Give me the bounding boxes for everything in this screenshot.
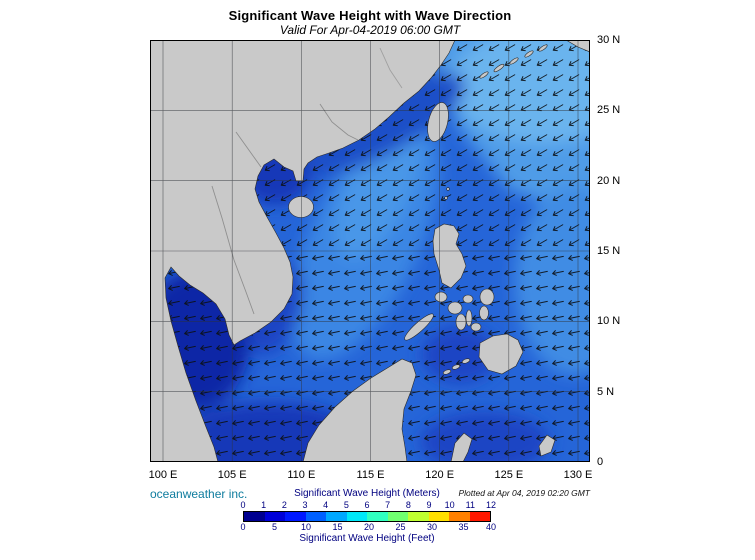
colorbar xyxy=(243,511,491,522)
colorbar-segment xyxy=(244,512,265,521)
oceanweather-credit: oceanweather inc. xyxy=(150,487,248,501)
land-layer xyxy=(150,40,590,462)
island-panay xyxy=(447,301,463,315)
colorbar-segment xyxy=(449,512,470,521)
lat-tick-label: 30 N xyxy=(597,34,621,46)
longitude-axis: 100 E 105 E 110 E 115 E 120 E 125 E 130 E xyxy=(148,469,593,482)
meters-tick: 1 xyxy=(261,500,267,510)
meters-tick: 0 xyxy=(240,500,246,510)
colorbar-segment xyxy=(469,512,490,521)
land-sulawesi xyxy=(450,432,473,462)
feet-tick: 40 xyxy=(485,522,497,532)
interior-line xyxy=(379,47,403,89)
land-halmahera xyxy=(538,434,556,457)
meters-tick: 7 xyxy=(385,500,391,510)
meters-tick: 2 xyxy=(281,500,287,510)
graticule-grid xyxy=(150,40,590,462)
legend-feet-label: Significant Wave Height (Feet) xyxy=(299,533,435,544)
sulu-island-1 xyxy=(461,358,471,364)
map-svg xyxy=(150,40,590,462)
ryukyu-island-3 xyxy=(509,57,519,65)
island-samar xyxy=(479,288,495,306)
land-borneo xyxy=(302,358,417,462)
sulu-island-3 xyxy=(442,369,452,375)
island-bohol xyxy=(470,322,482,332)
rivers-layer xyxy=(211,47,403,315)
meters-tick: 12 xyxy=(485,500,497,510)
lon-tick-label: 130 E xyxy=(563,469,593,481)
map-canvas xyxy=(150,40,590,462)
feet-tick: 5 xyxy=(271,522,277,532)
meters-tick: 10 xyxy=(444,500,455,510)
island-negros xyxy=(455,313,467,331)
batanes-island-1 xyxy=(444,196,448,200)
mekong-river xyxy=(211,185,255,315)
lon-tick-label: 115 E xyxy=(356,469,385,481)
lon-tick-label: 105 E xyxy=(217,469,247,481)
colorbar-segment xyxy=(285,512,306,521)
colorbar-segment xyxy=(387,512,408,521)
red-river xyxy=(235,131,262,168)
legend-meters-ticks: 0 1 2 3 4 5 6 7 8 9 10 11 12 xyxy=(240,500,496,511)
lat-tick-label: 20 N xyxy=(597,174,621,187)
feet-tick: 35 xyxy=(458,522,469,532)
batanes-island-2 xyxy=(446,187,450,191)
meters-tick: 4 xyxy=(323,500,329,510)
colorbar-segment xyxy=(305,512,326,521)
island-cebu xyxy=(465,309,473,327)
feet-tick: 15 xyxy=(332,522,343,532)
meters-tick: 9 xyxy=(426,500,432,510)
lat-tick-label: 10 N xyxy=(597,315,621,328)
page-subtitle: Valid For Apr-04-2019 06:00 GMT xyxy=(279,23,461,37)
ryukyu-island-2 xyxy=(493,63,505,73)
colorbar-segment xyxy=(408,512,429,521)
colorbar-segment xyxy=(346,512,367,521)
sulu-island-2 xyxy=(451,364,461,370)
ryukyu-island-4 xyxy=(524,50,534,58)
land-china-indochina xyxy=(150,40,456,462)
feet-tick: 10 xyxy=(300,522,311,532)
lat-tick-label: 15 N xyxy=(597,245,621,257)
ryukyu-island-5 xyxy=(538,44,548,52)
map-border xyxy=(150,40,590,462)
lat-tick-label: 25 N xyxy=(597,104,621,117)
lon-tick-label: 125 E xyxy=(494,469,524,481)
feet-tick: 30 xyxy=(426,522,437,532)
meters-tick: 5 xyxy=(343,500,349,510)
plotted-timestamp: Plotted at Apr 04, 2019 02:20 GMT xyxy=(458,488,590,498)
island-mindoro xyxy=(434,291,448,303)
island-leyte xyxy=(479,305,489,321)
feet-tick: 25 xyxy=(395,522,406,532)
lon-tick-label: 100 E xyxy=(148,469,178,481)
island-mindanao xyxy=(478,333,524,375)
colorbar-segment xyxy=(428,512,449,521)
feet-tick: 20 xyxy=(363,522,374,532)
ryukyu-island-1 xyxy=(479,71,489,79)
lon-tick-label: 110 E xyxy=(287,469,316,481)
page-title: Significant Wave Height with Wave Direct… xyxy=(228,8,512,23)
pearl-river xyxy=(319,103,359,141)
latitude-axis: 30 N 25 N 20 N 15 N 10 N 5 N 0 xyxy=(597,34,642,468)
meters-tick: 3 xyxy=(302,500,308,510)
lat-tick-label: 0 xyxy=(597,456,604,468)
island-palawan xyxy=(404,313,434,341)
colorbar-segment xyxy=(264,512,285,521)
island-taiwan xyxy=(427,102,449,142)
island-masbate xyxy=(462,294,474,304)
legend-feet-ticks: 0 5 10 15 20 25 30 35 40 xyxy=(240,522,496,533)
lat-tick-label: 5 N xyxy=(597,385,615,398)
colorbar-segment xyxy=(326,512,347,521)
lon-tick-label: 120 E xyxy=(425,469,455,481)
meters-tick: 6 xyxy=(364,500,370,510)
colorbar-segment xyxy=(367,512,388,521)
feet-tick: 0 xyxy=(240,522,246,532)
legend-meters-label: Significant Wave Height (Meters) xyxy=(294,488,440,499)
meters-tick: 11 xyxy=(465,500,475,510)
meters-tick: 8 xyxy=(405,500,411,510)
